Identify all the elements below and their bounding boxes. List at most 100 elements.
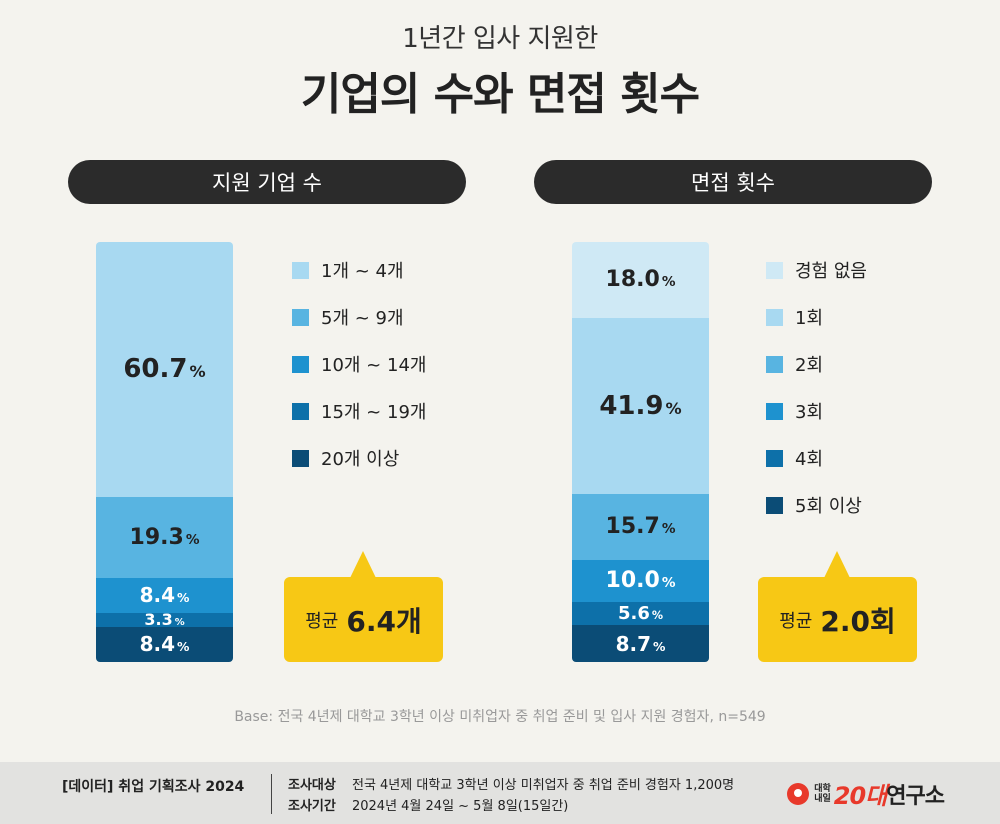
logo-name: 연구소 (886, 783, 945, 809)
data-label: 15.7% (606, 514, 676, 539)
legend-swatch (292, 355, 309, 373)
data-label-unit: % (661, 274, 676, 291)
footer-period-row: 조사기간 2024년 4월 24일 ~ 5월 8일(15일간) (288, 795, 568, 814)
legend-swatch (766, 261, 783, 279)
bar-segment: 60.7% (96, 242, 233, 497)
data-label-unit: % (189, 362, 206, 382)
data-label-value: 8.4 (139, 632, 175, 657)
legend-swatch (766, 496, 783, 514)
footer: [데이터] 취업 기획조사 2024 조사대상 전국 4년제 대학교 3학년 이… (0, 762, 1000, 824)
footer-period-value: 2024년 4월 24일 ~ 5월 8일(15일간) (351, 799, 569, 814)
logo-small-text: 대학 내일 (814, 784, 831, 804)
logo-mark-icon (787, 782, 810, 805)
legend-label: 5회 이상 (795, 496, 862, 517)
data-label: 19.3% (130, 525, 200, 550)
data-label-unit: % (185, 531, 200, 548)
bar-segment: 5.6% (572, 601, 709, 626)
data-label-value: 41.9 (599, 390, 664, 421)
legend-swatch (292, 402, 309, 420)
legend-swatch (766, 308, 783, 326)
data-label-value: 19.3 (129, 524, 184, 550)
legend-label: 15개 ~ 19개 (321, 402, 427, 423)
legend-item: 1개 ~ 4개 (292, 256, 492, 284)
legend-swatch (766, 402, 783, 420)
data-label: 18.0% (606, 267, 676, 292)
data-label-unit: % (651, 609, 664, 623)
legend-item: 5개 ~ 9개 (292, 303, 492, 331)
data-label: 3.3% (144, 610, 184, 629)
footer-divider (271, 774, 272, 814)
legend-item: 4회 (766, 444, 966, 472)
footer-target-label: 조사대상 (288, 778, 336, 793)
legend-item: 1회 (766, 303, 966, 331)
data-label-value: 60.7 (123, 354, 188, 385)
legend-label: 5개 ~ 9개 (321, 308, 404, 329)
legend-item: 20개 이상 (292, 444, 492, 472)
footer-period-label: 조사기간 (288, 799, 336, 814)
footer-target-row: 조사대상 전국 4년제 대학교 3학년 이상 미취업자 중 취업 준비 경험자 … (288, 774, 734, 793)
legend-label: 3회 (795, 402, 824, 423)
average-value: 2.0회 (820, 604, 896, 638)
average-callout-companies: 평균 6.4개 (284, 551, 443, 662)
legend-item: 경험 없음 (766, 256, 966, 284)
average-label: 평균 (305, 610, 339, 632)
bar-segment: 15.7% (572, 493, 709, 560)
data-label-unit: % (177, 590, 190, 606)
data-label-value: 10.0 (605, 568, 660, 594)
footer-series: [데이터] 취업 기획조사 2024 (62, 779, 245, 795)
data-label-value: 18.0 (605, 267, 660, 293)
legend-label: 1개 ~ 4개 (321, 261, 404, 282)
stacked-bar-interviews: 18.0% 41.9% 15.7% 10.0% 5.6% 8.7% (572, 242, 709, 662)
legend-item: 2회 (766, 350, 966, 378)
page-title: 기업의 수와 면접 횟수 (300, 69, 700, 120)
data-label-unit: % (661, 521, 676, 538)
legend-swatch (766, 355, 783, 373)
legend-label: 경험 없음 (795, 261, 867, 282)
data-label-unit: % (653, 638, 666, 654)
logo-small-line-1: 대학 (814, 783, 831, 794)
bar-segment: 8.4% (96, 577, 233, 613)
data-label-value: 15.7 (605, 514, 660, 540)
legend-label: 2회 (795, 355, 824, 376)
data-label-value: 8.4 (139, 583, 175, 608)
data-label-value: 3.3 (144, 610, 173, 630)
average-value: 6.4개 (346, 604, 422, 638)
bar-segment: 18.0% (572, 242, 709, 318)
data-label: 5.6% (618, 603, 663, 624)
data-label: 10.0% (606, 568, 676, 593)
legend-swatch (292, 261, 309, 279)
legend-item: 10개 ~ 14개 (292, 350, 492, 378)
bar-segment: 8.7% (572, 625, 709, 662)
legend-item: 5회 이상 (766, 491, 966, 519)
legend-item: 15개 ~ 19개 (292, 397, 492, 425)
data-label: 41.9% (599, 391, 681, 421)
data-label-value: 5.6 (617, 603, 650, 625)
bar-segment: 3.3% (96, 610, 233, 629)
data-label: 8.7% (616, 632, 666, 656)
data-label-unit: % (665, 398, 682, 418)
data-label: 8.4% (140, 583, 190, 607)
data-label: 60.7% (123, 354, 205, 384)
average-callout-interviews: 평균 2.0회 (758, 551, 917, 662)
legend-swatch (766, 449, 783, 467)
brand-logo: 대학 내일 20대 연구소 (787, 776, 945, 811)
bar-segment: 10.0% (572, 559, 709, 602)
page-subtitle: 1년간 입사 지원한 (402, 24, 598, 54)
chart-title-companies: 지원 기업 수 (68, 160, 466, 204)
base-note: Base: 전국 4년제 대학교 3학년 이상 미취업자 중 취업 준비 및 입… (234, 709, 766, 725)
bar-segment: 41.9% (572, 317, 709, 494)
data-label-value: 8.7 (615, 631, 651, 656)
average-label: 평균 (779, 610, 813, 632)
bar-segment: 19.3% (96, 496, 233, 578)
data-label-unit: % (177, 639, 190, 655)
legend-label: 20개 이상 (321, 449, 400, 470)
footer-target-value: 전국 4년제 대학교 3학년 이상 미취업자 중 취업 준비 경험자 1,200… (351, 778, 735, 793)
data-label-unit: % (661, 575, 676, 592)
logo-number: 20대 (833, 782, 887, 810)
legend-label: 10개 ~ 14개 (321, 355, 427, 376)
legend-label: 1회 (795, 308, 824, 329)
chart-title-interviews: 면접 횟수 (534, 160, 932, 204)
bar-segment: 8.4% (96, 626, 233, 662)
stacked-bar-companies: 60.7% 19.3% 8.4% 3.3% 8.4% (96, 242, 233, 662)
legend-item: 3회 (766, 397, 966, 425)
